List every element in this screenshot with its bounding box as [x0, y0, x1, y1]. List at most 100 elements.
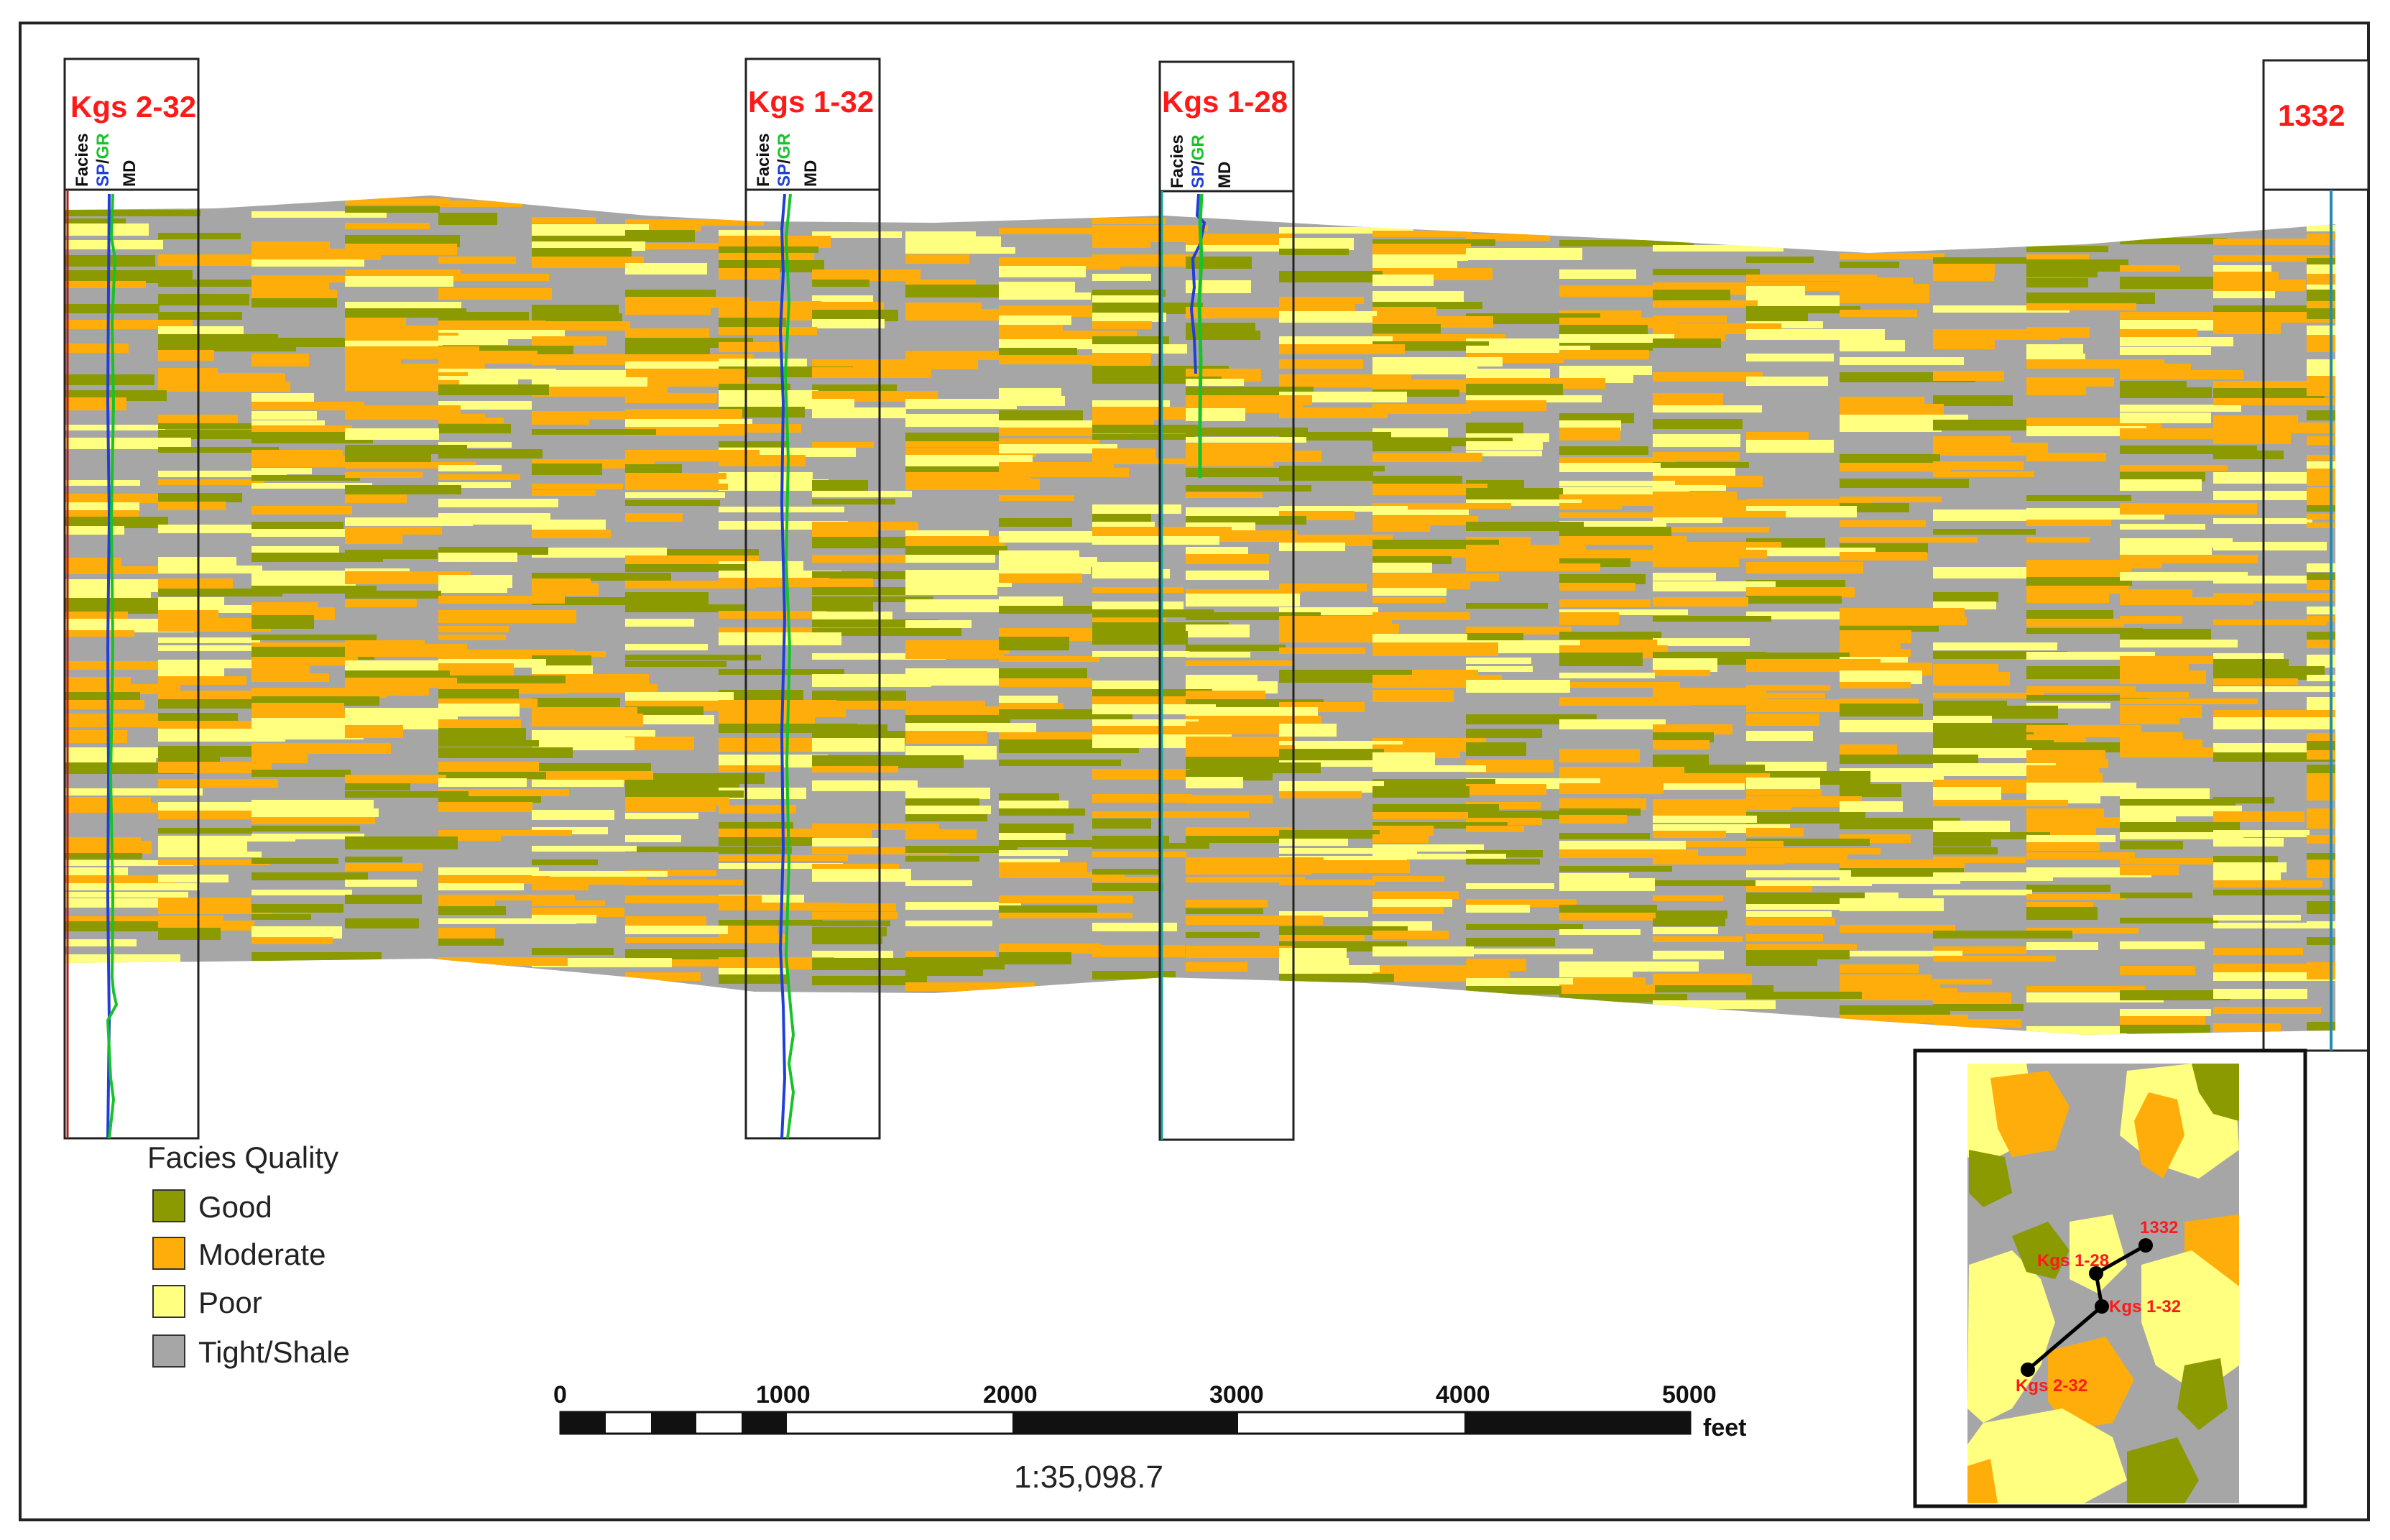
facies-stripe	[532, 573, 671, 581]
facies-stripe	[999, 266, 1086, 277]
facies-stripe	[1653, 419, 1743, 429]
facies-stripe	[252, 275, 359, 282]
facies-stripe	[625, 870, 716, 876]
facies-stripe	[532, 948, 614, 955]
facies-stripe	[1559, 350, 1649, 359]
facies-stripe	[999, 840, 1118, 847]
facies-stripe	[2213, 451, 2284, 459]
facies-stripe	[1279, 607, 1378, 615]
facies-stripe	[905, 414, 1023, 427]
facies-stripe	[1653, 936, 1743, 942]
map-label-1332: 1332	[2140, 1218, 2178, 1237]
facies-stripe	[252, 506, 352, 515]
facies-stripe	[1559, 428, 1620, 441]
facies-stripe	[719, 847, 792, 854]
facies-stripe	[812, 936, 882, 944]
facies-stripe	[1840, 626, 1939, 632]
facies-stripe	[1653, 476, 1763, 487]
facies-stripe	[1372, 907, 1444, 914]
facies-stripe	[158, 666, 224, 678]
facies-stripe	[158, 334, 278, 343]
map-well-point[interactable]	[2021, 1363, 2035, 1377]
facies-stripe	[2120, 858, 2243, 864]
facies-stripe	[2026, 254, 2089, 261]
facies-stripe	[1840, 682, 1911, 688]
facies-stripe	[1653, 555, 1739, 567]
facies-stripe	[1186, 777, 1243, 788]
facies-stripe	[625, 715, 714, 724]
facies-stripe	[1092, 448, 1155, 460]
facies-stripe	[2026, 377, 2114, 387]
facies-stripe	[719, 715, 815, 725]
facies-stripe	[2026, 907, 2098, 920]
facies-stripe	[65, 892, 188, 898]
facies-stripe	[345, 660, 460, 673]
well-kgs-2-32[interactable]: Kgs 2-32 Facies SP/GR MD	[63, 57, 200, 1140]
facies-stripe	[252, 338, 351, 347]
facies-stripe	[1559, 833, 1650, 839]
facies-stripe	[2213, 872, 2281, 880]
facies-stripe	[905, 285, 1015, 298]
facies-stripe	[719, 822, 793, 829]
legend-label-good: Good	[198, 1190, 272, 1224]
facies-stripe	[1279, 880, 1375, 885]
well-log-box	[2262, 188, 2370, 1052]
facies-stripe	[812, 612, 892, 619]
well-kgs-1-28[interactable]: Kgs 1-28 Facies SP/GR MD	[1158, 60, 1295, 1141]
facies-stripe	[1279, 839, 1348, 846]
well-1332[interactable]: 1332	[2262, 59, 2370, 1052]
facies-stripe	[345, 644, 467, 657]
scale-seg	[651, 1412, 696, 1434]
facies-stripe	[2120, 832, 2243, 839]
facies-stripe	[1372, 275, 1434, 286]
facies-stripe	[345, 857, 402, 862]
facies-stripe	[1933, 338, 1995, 349]
facies-stripe	[719, 863, 843, 869]
facies-stripe	[2120, 670, 2206, 684]
scale-seg	[1012, 1412, 1238, 1434]
facies-stripe	[158, 637, 260, 643]
facies-stripe	[252, 635, 377, 640]
facies-stripe	[1092, 274, 1151, 281]
facies-stripe	[2213, 323, 2281, 334]
facies-stripe	[1746, 848, 1881, 854]
well-kgs-1-32[interactable]: Kgs 1-32 Facies SP/GR MD	[744, 57, 881, 1140]
facies-stripe	[532, 490, 596, 496]
facies-stripe	[719, 805, 796, 813]
facies-stripe	[1466, 818, 1542, 825]
facies-stripe	[999, 872, 1125, 878]
facies-stripe	[1933, 264, 1995, 276]
facies-stripe	[158, 928, 221, 940]
facies-stripe	[158, 875, 229, 882]
facies-stripe	[438, 418, 504, 423]
facies-stripe	[1279, 407, 1388, 418]
facies-stripe	[1840, 415, 1968, 422]
map-label-kgs-1-32: Kgs 1-32	[2109, 1297, 2181, 1317]
facies-stripe	[1746, 992, 1862, 999]
facies-stripe	[1840, 988, 1957, 1000]
facies-stripe	[158, 373, 285, 384]
facies-stripe	[438, 482, 511, 488]
facies-stripe	[2213, 797, 2274, 803]
facies-stripe	[1466, 499, 1582, 506]
facies-stripe	[1186, 443, 1294, 453]
map-well-point[interactable]	[2138, 1238, 2153, 1253]
map-well-point[interactable]	[2095, 1299, 2109, 1314]
facies-stripe	[1279, 856, 1407, 862]
facies-stripe	[252, 664, 310, 676]
facies-stripe	[1933, 651, 2067, 659]
facies-stripe	[1559, 527, 1671, 536]
facies-stripe	[2307, 359, 2335, 369]
facies-stripe	[1653, 393, 1723, 406]
facies-stripe	[625, 880, 743, 885]
facies-stripe	[2026, 666, 2146, 679]
facies-stripe	[1559, 612, 1619, 625]
facies-stripe	[1092, 290, 1166, 297]
facies-stripe	[158, 852, 262, 857]
facies-stripe	[1746, 329, 1885, 340]
facies-stripe	[999, 444, 1117, 453]
facies-stripe	[812, 530, 877, 538]
facies-stripe	[1933, 931, 2072, 939]
map-well-point[interactable]	[2089, 1266, 2103, 1281]
facies-stripe	[1746, 789, 1822, 796]
